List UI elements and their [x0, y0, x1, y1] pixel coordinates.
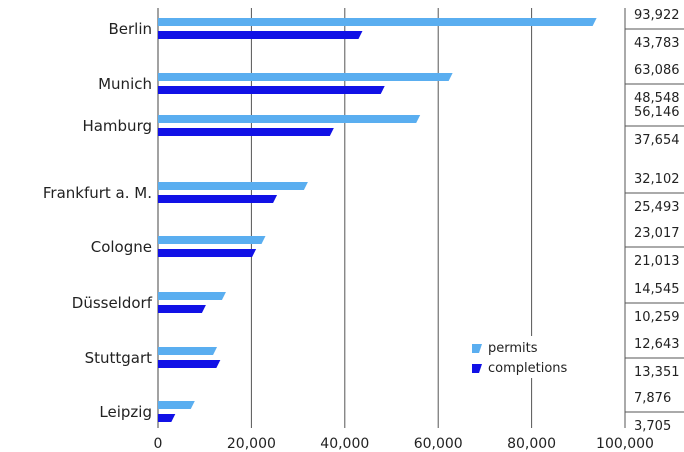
category-label: Cologne [91, 238, 152, 256]
category-label: Frankfurt a. M. [43, 184, 152, 202]
x-tick-label: 0 [154, 436, 163, 452]
bar-completions [158, 195, 278, 203]
x-tick-label: 20,000 [227, 436, 276, 452]
value-label-permits: 56,146 [634, 105, 680, 120]
bar-permits [158, 182, 308, 190]
bar-completions [158, 31, 363, 39]
bar-permits [158, 292, 226, 300]
bar-completions [158, 128, 334, 136]
x-tick-label: 100,000 [596, 436, 654, 452]
value-label-permits: 32,102 [634, 172, 680, 187]
bar-completions [158, 249, 257, 257]
x-tick-label: 60,000 [414, 436, 463, 452]
x-tick-label: 40,000 [320, 436, 369, 452]
value-label-completions: 48,548 [634, 91, 680, 106]
category-label: Leipzig [99, 403, 152, 421]
value-label-permits: 7,876 [634, 391, 671, 406]
value-label-completions: 10,259 [634, 310, 680, 325]
legend-swatch-permits [472, 344, 482, 353]
value-label-permits: 93,922 [634, 8, 680, 23]
bar-completions [158, 305, 206, 313]
value-label-completions: 43,783 [634, 36, 680, 51]
legend-background [462, 336, 586, 378]
bar-permits [158, 236, 266, 244]
grid-lines [157, 8, 684, 428]
value-label-completions: 13,351 [634, 365, 680, 380]
legend-swatch-completions [472, 364, 482, 373]
category-label: Hamburg [82, 117, 152, 135]
x-tick-labels: 0 20,000 40,000 60,000 80,000 100,000 [154, 436, 654, 452]
legend-label-completions: completions [488, 361, 568, 376]
value-label-permits: 63,086 [634, 63, 680, 78]
category-label: Berlin [108, 20, 152, 38]
bar-permits [158, 18, 597, 26]
value-label-completions: 37,654 [634, 133, 680, 148]
bar-permits [158, 401, 195, 409]
value-label-permits: 23,017 [634, 226, 680, 241]
category-label: Munich [98, 75, 152, 93]
bars [158, 18, 597, 422]
bar-permits [158, 73, 453, 81]
legend-label-permits: permits [488, 341, 538, 356]
bar-permits [158, 347, 218, 355]
legend: permits completions [462, 336, 586, 378]
value-label-permits: 12,643 [634, 337, 680, 352]
value-label-completions: 3,705 [634, 419, 671, 434]
bar-permits [158, 115, 421, 123]
category-label: Düsseldorf [72, 294, 153, 312]
bar-completions [158, 86, 385, 94]
bar-completions [158, 360, 221, 368]
value-label-completions: 25,493 [634, 200, 680, 215]
x-tick-label: 80,000 [507, 436, 556, 452]
bar-completions [158, 414, 176, 422]
value-label-permits: 14,545 [634, 282, 680, 297]
category-labels: Berlin Munich Hamburg Frankfurt a. M. Cologn… [43, 20, 153, 421]
category-label: Stuttgart [85, 349, 153, 367]
value-label-completions: 21,013 [634, 254, 680, 269]
